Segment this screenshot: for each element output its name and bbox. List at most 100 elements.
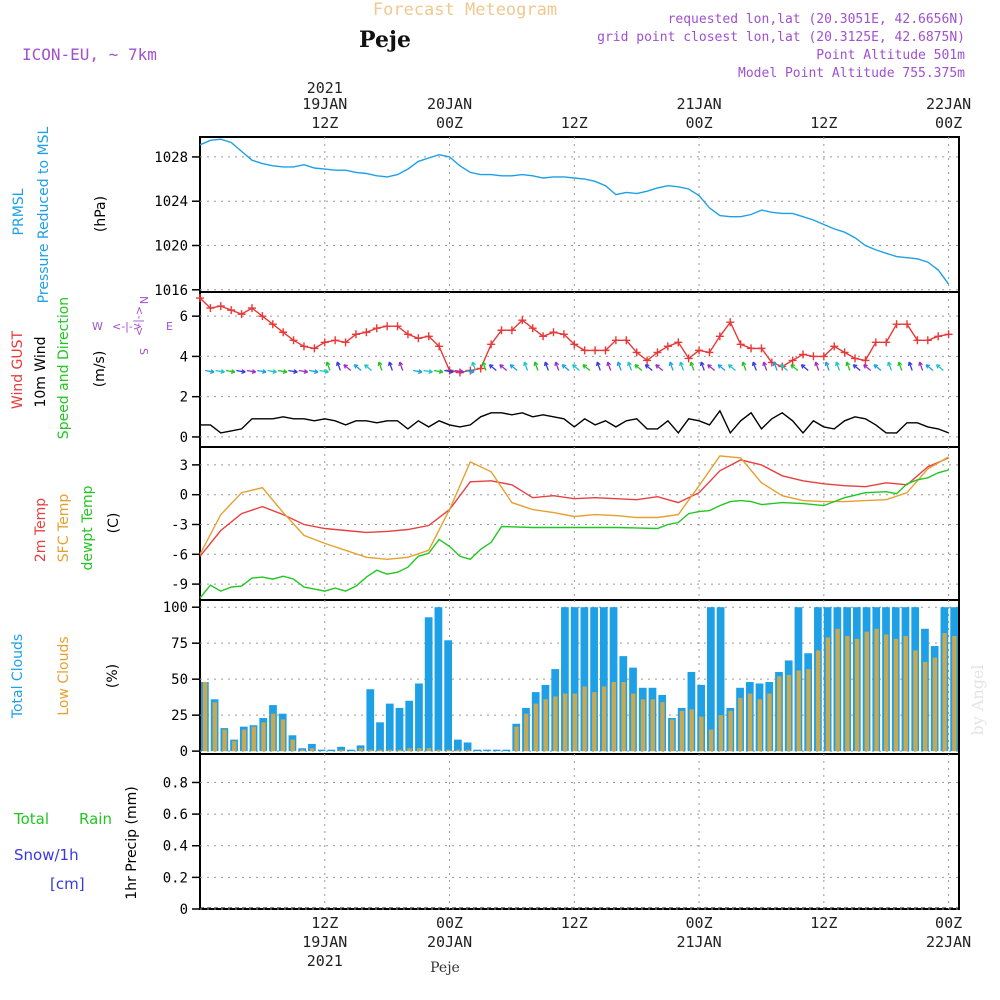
gust-marker: [341, 338, 350, 347]
wind-direction-arrow: [800, 364, 809, 372]
wind-ytick-label: 6: [180, 309, 188, 325]
wind-direction-arrowhead: [449, 369, 454, 374]
low-cloud-bar: [650, 699, 655, 752]
compass-w: W: [92, 320, 103, 333]
wind-direction-arrowhead: [438, 369, 444, 374]
gust-marker: [331, 336, 340, 345]
wind-direction-arrow: [444, 369, 454, 373]
low-cloud-bar: [368, 749, 373, 752]
wind-direction-arrow: [780, 364, 788, 372]
wind-direction-arrowhead: [907, 361, 913, 367]
gust-marker: [747, 344, 756, 353]
wind-direction-arrowhead: [220, 369, 225, 374]
total-cloud-bar: [463, 742, 472, 752]
wind-direction-arrow: [908, 361, 913, 371]
wind-direction-arrowhead: [241, 369, 246, 374]
low-cloud-bar: [893, 638, 899, 752]
wind-direction-arrow: [898, 361, 903, 371]
wind-direction-arrowhead: [582, 364, 588, 369]
temp-label-dewpt: dewpt Temp: [80, 485, 96, 570]
pressure-frame: [199, 136, 960, 293]
wind-direction-arrow: [936, 364, 944, 372]
low-cloud-bar: [543, 699, 548, 752]
low-cloud-bar: [339, 749, 344, 752]
low-cloud-bar: [524, 713, 529, 752]
wind-direction-arrow: [343, 364, 352, 372]
precip-label-cm: [cm]: [50, 875, 85, 893]
low-cloud-bar: [777, 676, 782, 752]
gust-marker: [247, 304, 256, 313]
total-cloud-bar: [434, 607, 443, 752]
low-cloud-bar: [728, 710, 733, 752]
pressure-ytick-label: 1020: [154, 239, 188, 255]
precip-frame: [199, 753, 960, 910]
temp-label-2m: 2m Temp: [33, 498, 49, 562]
wind-direction-arrow: [925, 364, 934, 372]
gust-marker: [809, 352, 818, 361]
gust-marker: [799, 350, 808, 359]
low-cloud-bar: [952, 635, 957, 752]
gust-marker: [196, 294, 204, 303]
gust-marker: [653, 348, 662, 357]
gust-marker: [819, 352, 828, 361]
wind-direction-arrow: [277, 369, 287, 373]
low-cloud-bar: [611, 682, 616, 752]
top-axis-label: 21JAN: [676, 95, 721, 113]
wind-direction-arrowhead: [428, 369, 433, 374]
low-cloud-bar: [825, 637, 831, 752]
temperature-frame: [199, 446, 960, 601]
total-cloud-bar: [590, 607, 598, 752]
total-cloud-bar: [376, 722, 384, 752]
gust-marker: [580, 346, 589, 355]
wind-direction-arrow: [309, 369, 319, 373]
precip-ytick-label: 0.8: [163, 775, 188, 791]
low-cloud-bar: [640, 699, 646, 752]
gust-marker: [934, 332, 943, 341]
gust-marker: [310, 344, 319, 353]
low-cloud-bar: [689, 709, 694, 752]
low-cloud-bar: [378, 749, 383, 752]
low-cloud-bar: [660, 702, 665, 752]
gust-marker: [289, 336, 298, 345]
wind-label-speed: Speed and Direction: [56, 297, 72, 439]
low-cloud-bar: [514, 726, 519, 752]
low-cloud-bar: [601, 686, 607, 752]
gust-marker: [757, 344, 766, 353]
wind-direction-arrowhead: [634, 364, 640, 369]
bottom-axis-label: 2021: [307, 952, 343, 970]
low-cloud-bar: [767, 693, 772, 752]
series-line-dewpt-temp: [199, 469, 949, 599]
wind-direction-arrowhead: [887, 361, 892, 367]
low-cloud-bar: [582, 686, 587, 752]
clouds-label-total: Total Clouds: [10, 634, 26, 719]
wind-direction-arrow: [655, 364, 664, 372]
gust-marker: [851, 354, 860, 363]
wind-direction-arrow: [825, 361, 830, 371]
wind-direction-arrowhead: [616, 361, 622, 367]
low-cloud-bar: [786, 674, 792, 752]
low-cloud-bar: [708, 729, 714, 752]
gust-marker: [674, 338, 683, 347]
wind-direction-arrowhead: [644, 364, 650, 369]
low-cloud-bar: [241, 729, 247, 752]
gust-marker: [476, 364, 485, 373]
wind-direction-arrow: [669, 361, 674, 371]
wind-direction-arrowhead: [262, 369, 267, 374]
compass-n: N: [137, 296, 150, 304]
wind-direction-arrowhead: [398, 361, 404, 367]
bottom-axis-label: 20JAN: [427, 933, 472, 951]
top-axis-label: 22JAN: [926, 95, 971, 113]
wind-direction-arrow: [555, 361, 560, 371]
wind-direction-arrow: [246, 369, 256, 373]
total-cloud-bar: [346, 749, 355, 752]
low-cloud-bar: [309, 748, 315, 752]
wind-direction-arrowhead: [303, 369, 309, 374]
wind-direction-arrowhead: [606, 361, 612, 367]
precip-label-snow: Snow/1h: [14, 846, 79, 864]
requested-coords: requested lon,lat (20.3051E, 42.6656N): [668, 12, 965, 27]
wind-direction-arrowhead: [845, 361, 851, 367]
low-cloud-bar: [465, 749, 471, 752]
wind-direction-arrowhead: [418, 369, 423, 374]
low-cloud-bar: [815, 650, 821, 752]
